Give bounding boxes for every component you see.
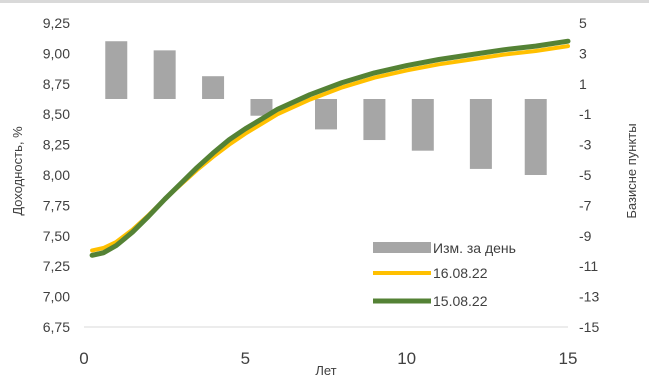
legend: Изм. за день 16.08.22 15.08.22 [373,240,516,309]
y-tick-label: 8,25 [43,137,70,153]
y-tick-label: 8,50 [43,106,70,122]
x-tick-label: 10 [397,349,416,368]
legend-label-15-08-22: 15.08.22 [433,293,488,309]
daily-change-bar [105,41,128,99]
y2-tick-label: -11 [579,258,598,274]
legend-label-16-08-22: 16.08.22 [433,265,488,281]
x-tick-label: 15 [559,349,578,368]
y2-tick-label: -5 [579,167,592,183]
y2-tick-label: 1 [579,76,587,92]
x-tick-label: 5 [241,349,250,368]
y-tick-label: 9,00 [43,45,70,61]
y-tick-label: 7,75 [43,197,70,213]
daily-change-bar [315,99,337,130]
y2-tick-label: 3 [579,45,587,61]
y2-tick-label: -3 [579,137,592,153]
daily-change-bar [250,99,273,116]
x-tick-label: 0 [79,349,88,368]
daily-change-bar [153,50,176,99]
y-tick-label: 7,25 [43,258,70,274]
daily-change-bar [202,76,225,99]
daily-change-bars [105,41,547,175]
left-y-axis-ticks: 6,75 7,00 7,25 7,50 7,75 8,00 8,25 8,50 8,75 9,00… [43,15,70,335]
y-axis-title: Доходность, % [10,126,25,216]
chart-frame-top-border [0,0,649,3]
yield-lines [89,38,571,258]
y2-tick-label: -15 [579,319,599,335]
y2-tick-label: -13 [579,289,599,305]
y2-tick-label: -1 [579,106,592,122]
y-tick-label: 8,75 [43,76,70,92]
daily-change-bar [469,99,492,169]
y-tick-label: 7,00 [43,289,70,305]
daily-change-bar [524,99,547,175]
y2-tick-label: 5 [579,15,587,31]
daily-change-bar [363,99,386,141]
y-tick-label: 9,25 [43,15,70,31]
legend-label-bars: Изм. за день [433,240,516,256]
y2-axis-title: Базисне пункты [624,123,639,218]
y2-tick-label: -9 [579,228,592,244]
y-tick-label: 6,75 [43,319,70,335]
x-axis-title: Лет [315,363,336,378]
y2-tick-label: -7 [579,197,592,213]
daily-change-bar [411,99,434,151]
legend-swatch-bars [373,242,431,253]
x-axis-ticks: 0 5 10 15 [79,349,577,368]
y-tick-label: 7,50 [43,228,70,244]
yield-line-15-08-22 [89,38,571,258]
y-tick-label: 8,00 [43,167,70,183]
